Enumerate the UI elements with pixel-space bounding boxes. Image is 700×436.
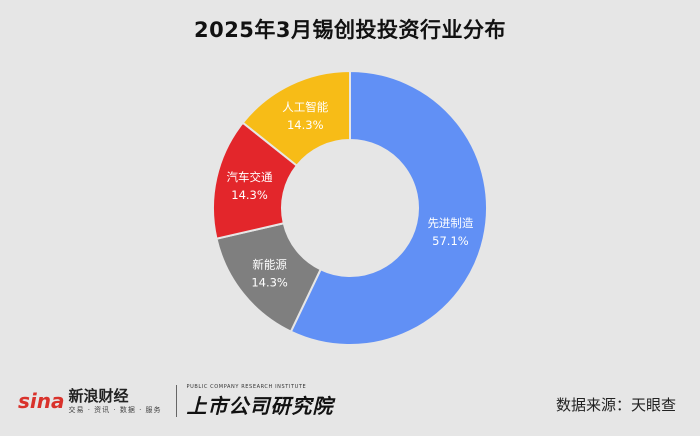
slice-name-label-3: 人工智能 [282, 100, 328, 114]
slice-value-label-0: 57.1% [432, 234, 469, 248]
sina-tagline: 交易 · 资讯 · 数据 · 服务 [68, 406, 162, 414]
slice-0 [289, 69, 488, 346]
slice-value-label-3: 14.3% [287, 118, 324, 132]
sina-mark: sina [18, 389, 65, 413]
institute-logo: PUBLIC COMPANY RESEARCH INSTITUTE 上市公司研究… [187, 384, 334, 419]
institute-en: PUBLIC COMPANY RESEARCH INSTITUTE [186, 383, 307, 390]
slice-value-label-1: 14.3% [251, 275, 288, 289]
slice-name-label-2: 汽车交通 [227, 170, 273, 184]
slice-value-label-2: 14.3% [231, 188, 268, 202]
chart-title: 2025年3月锡创投投资行业分布 [193, 18, 507, 42]
slice-name-label-1: 新能源 [252, 257, 287, 271]
data-source: 数据来源：天眼查 [555, 396, 676, 414]
institute-name: 上市公司研究院 [186, 393, 334, 418]
sina-name: 新浪财经 [68, 387, 129, 405]
logo-divider [175, 385, 177, 417]
sina-finance-logo: sina 新浪财经 交易 · 资讯 · 数据 · 服务 PUBLIC COMPA… [18, 381, 334, 421]
slice-3 [241, 69, 351, 168]
slice-name-label-0: 先进制造 [427, 216, 473, 230]
